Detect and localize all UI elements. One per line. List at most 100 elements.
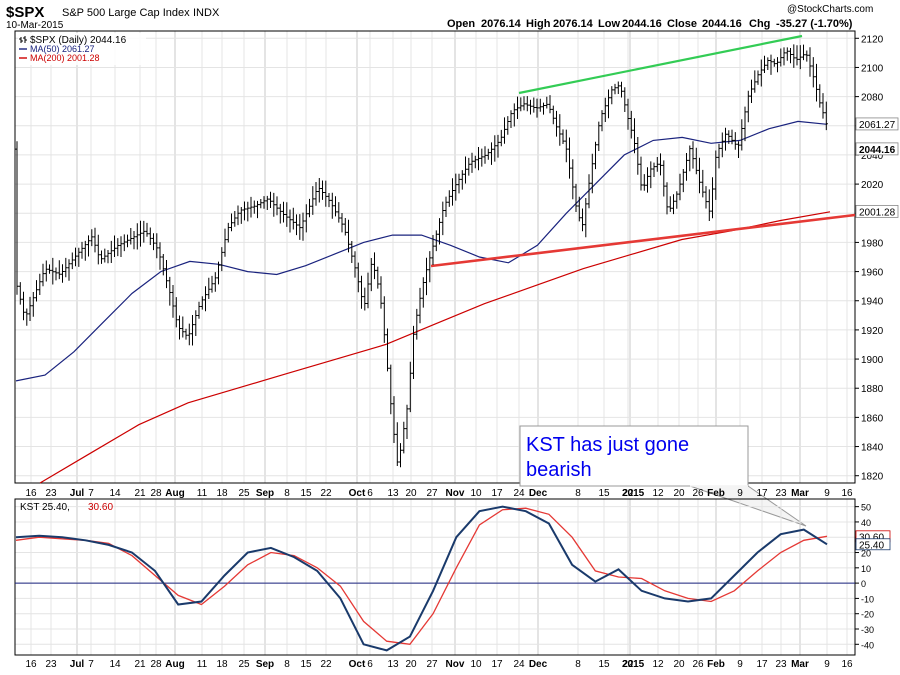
ohlc-bar xyxy=(486,148,490,160)
ohlc-bar xyxy=(402,421,406,454)
y-tick-label: 1820 xyxy=(861,472,884,483)
x-tick-label: 10 xyxy=(470,488,482,499)
x-tick-label: 20 xyxy=(673,488,685,499)
y-tick-label: 2100 xyxy=(861,63,884,74)
x-tick-label: 10 xyxy=(470,659,482,670)
ohlc-bar xyxy=(112,235,117,257)
y-tick-label: 1880 xyxy=(861,384,884,395)
lower-trendline xyxy=(430,213,856,268)
ohlc-bar xyxy=(96,234,100,265)
ohlc-bar xyxy=(220,247,224,272)
x-tick-label: 8 xyxy=(575,659,581,670)
ohlc-bar xyxy=(710,177,715,219)
ohlc-bar xyxy=(444,196,448,217)
x-tick-label: 7 xyxy=(88,659,94,670)
ohlc-bar xyxy=(213,272,217,292)
ohlc-bar xyxy=(681,169,685,193)
x-tick-label: 8 xyxy=(284,488,290,499)
y-tick-label: -10 xyxy=(861,594,874,604)
ohlc-bar xyxy=(801,44,806,61)
open-label: Open xyxy=(447,18,475,30)
ohlc-bar xyxy=(532,97,536,113)
x-tick-label: 25 xyxy=(238,659,250,670)
ohlc-bar xyxy=(398,443,403,468)
ohlc-bar xyxy=(304,204,308,233)
x-tick-label: 25 xyxy=(238,488,250,499)
ohlc-bar xyxy=(83,240,87,261)
ohlc-bar xyxy=(499,129,503,147)
x-tick-label: Jul xyxy=(70,488,85,499)
ohlc-bar xyxy=(405,404,409,439)
ohlc-bar xyxy=(775,57,780,73)
x-tick-label: 2015 xyxy=(622,659,645,670)
ohlc-bar xyxy=(600,110,604,132)
y-tick-label: 1920 xyxy=(861,326,884,337)
x-tick-label: 28 xyxy=(150,659,162,670)
ohlc-bar xyxy=(366,272,370,309)
ohlc-bar xyxy=(314,182,318,206)
annotation-line2: bearish xyxy=(526,459,592,481)
ohlc-bar xyxy=(590,153,594,194)
y-tick-label: 1860 xyxy=(861,413,884,424)
ohlc-bar xyxy=(636,137,640,175)
x-tick-label: 27 xyxy=(426,488,438,499)
ohlc-bar xyxy=(587,174,591,209)
ohlc-bar xyxy=(684,153,689,181)
x-tick-label: 16 xyxy=(841,659,853,670)
y-tick-label: 2120 xyxy=(861,34,884,45)
ohlc-bar xyxy=(51,257,55,285)
ohlc-bar xyxy=(54,267,58,281)
ohlc-bar xyxy=(571,159,575,200)
ohlc-bar xyxy=(47,264,52,274)
x-tick-label: 8 xyxy=(284,659,290,670)
ohlc-bar xyxy=(346,219,351,253)
x-tick-label: Aug xyxy=(165,488,184,499)
x-tick-label: 26 xyxy=(692,659,704,670)
ohlc-bar xyxy=(756,70,760,85)
price-tag-box xyxy=(855,117,899,131)
ohlc-bar xyxy=(389,364,393,415)
ohlc-bar xyxy=(424,257,429,296)
x-tick-label: 21 xyxy=(134,488,146,499)
x-tick-label: 13 xyxy=(387,488,399,499)
x-tick-label: Dec xyxy=(529,488,548,499)
ohlc-bar xyxy=(470,152,474,173)
x-tick-label: Nov xyxy=(446,488,465,499)
exchange-label: INDX xyxy=(193,7,220,19)
ohlc-bar xyxy=(320,180,325,200)
x-tick-label: 16 xyxy=(25,659,37,670)
high-value: 2076.14 xyxy=(553,18,594,30)
ohlc-bar xyxy=(450,178,455,206)
ohlc-bar xyxy=(675,191,679,209)
ohlc-bar xyxy=(207,277,211,299)
ohlc-bar xyxy=(223,228,227,257)
ohlc-bar xyxy=(723,127,728,151)
ohlc-bar xyxy=(174,297,178,328)
ohlc-bar xyxy=(200,296,204,310)
ohlc-bar xyxy=(145,222,149,237)
ohlc-bar xyxy=(307,198,312,218)
ohlc-bar xyxy=(418,287,422,324)
chg-label: Chg xyxy=(749,18,770,30)
ohlc-bar xyxy=(782,47,786,66)
ohlc-bar xyxy=(330,192,334,219)
ohlc-bar xyxy=(733,132,737,150)
y-tick-label: 1840 xyxy=(861,443,884,454)
ohlc-bar xyxy=(337,202,341,223)
ohlc-bar xyxy=(116,238,120,257)
ohlc-bar xyxy=(814,63,819,102)
ohlc-bar xyxy=(298,214,302,240)
ohlc-summary: Open 2076.14 High 2076.14 Low 2044.16 Cl… xyxy=(447,18,853,30)
kst-line xyxy=(15,505,828,652)
ohlc-bar xyxy=(415,308,419,340)
ohlc-bar xyxy=(119,236,123,257)
ohlc-bar xyxy=(353,251,357,278)
x-tick-label: Oct xyxy=(349,488,366,499)
ohlc-bar xyxy=(788,48,793,64)
x-tick-label: 14 xyxy=(109,488,121,499)
ohlc-bar xyxy=(197,301,201,319)
y-tick-label: 10 xyxy=(861,564,871,574)
y-tick-label: 20 xyxy=(861,549,871,559)
ohlc-bar xyxy=(473,155,477,169)
ohlc-bar xyxy=(541,102,546,115)
